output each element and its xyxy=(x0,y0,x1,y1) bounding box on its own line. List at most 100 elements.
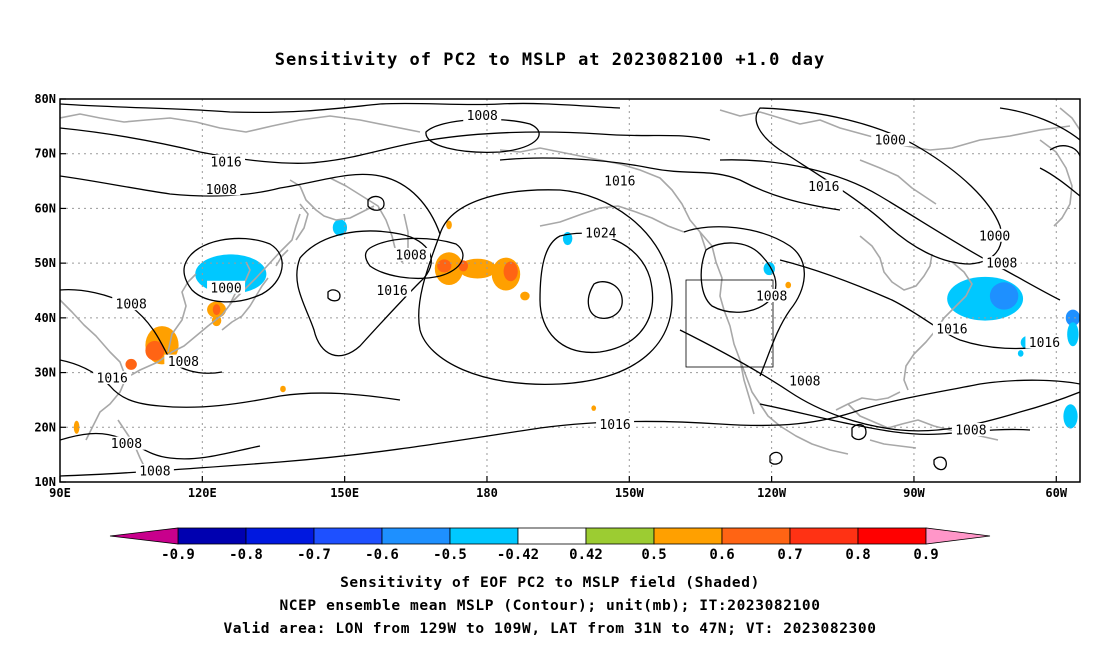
contour-label-bg xyxy=(207,154,246,168)
colorbar-box-6 xyxy=(585,527,655,545)
colorbar-low-arrow xyxy=(109,527,179,545)
lon-tick-label: 90W xyxy=(903,486,925,500)
caption-contour: NCEP ensemble mean MSLP (Contour); unit(… xyxy=(279,598,821,614)
contour-label: 1008 xyxy=(111,437,142,452)
sensitivity-blob-15 xyxy=(145,340,165,361)
contour-1000-greenland xyxy=(999,107,1080,197)
sensitivity-blob-26 xyxy=(520,291,530,301)
sensitivity-shading xyxy=(73,219,1080,434)
contour-label: 1000 xyxy=(210,281,241,296)
colorbar-box-8 xyxy=(721,527,791,545)
colorbar-box-5 xyxy=(517,527,587,545)
lat-tick-label: 20N xyxy=(34,420,56,434)
contour-label-bg xyxy=(804,179,843,193)
sensitivity-blob-13 xyxy=(1017,350,1024,357)
contour-label: 1008 xyxy=(116,298,147,313)
contour-label: 1008 xyxy=(139,465,170,480)
contour-label: 1008 xyxy=(467,109,498,124)
contour-label: 1016 xyxy=(210,155,241,170)
contour-label-bg xyxy=(975,228,1014,242)
sensitivity-blob-3 xyxy=(332,219,348,236)
contour-label-bg xyxy=(135,464,174,478)
sensitivity-blob-12 xyxy=(1063,404,1078,429)
contour-1008-west-box xyxy=(60,173,441,235)
lon-tick-label: 120E xyxy=(188,486,217,500)
lon-tick-label: 150E xyxy=(330,486,359,500)
contour-label: 1008 xyxy=(395,248,426,263)
coastline-kamchatka xyxy=(329,177,409,263)
contour-1016-pacnw xyxy=(683,226,805,377)
contour-1008-canada xyxy=(719,159,1061,301)
contour-label-bg xyxy=(752,288,791,302)
sensitivity-blob-30 xyxy=(785,281,792,289)
contour-1024-high-center xyxy=(539,232,654,354)
colorbar-box-9 xyxy=(789,527,859,545)
contour-label: 1008 xyxy=(206,183,237,198)
contour-1016-aleutian-north xyxy=(499,157,841,211)
colorbar-boxes xyxy=(109,527,991,545)
contour-1000-manchuria-low xyxy=(183,237,283,303)
contour-label-bg xyxy=(164,354,203,368)
colorbar-label: -0.42 xyxy=(497,547,539,563)
coastline-alaska xyxy=(499,147,707,251)
colorbar-label: 0.42 xyxy=(569,547,603,563)
caption-valid-area: Valid area: LON from 129W to 109W, LAT f… xyxy=(223,621,877,637)
figure-title: Sensitivity of PC2 to MSLP at 2023082100… xyxy=(274,50,826,70)
colorbar-label: 0.9 xyxy=(913,547,938,563)
sensitivity-map: 1008 1000 1016 1008 1016 1016 1024 1008 1000 1008… xyxy=(34,92,1081,500)
contour-label: 1016 xyxy=(936,322,967,337)
lat-tick-label: 40N xyxy=(34,311,56,325)
colorbar: -0.9 -0.8 -0.7 -0.6 -0.5 -0.42 0.42 0.5 0.6 0.7 0.… xyxy=(109,527,991,563)
contour-label-bg xyxy=(596,417,635,431)
contour-label: 1016 xyxy=(97,372,128,387)
contour-label-bg xyxy=(951,423,990,437)
contour-label-bg xyxy=(392,247,431,261)
contour-1008-asia-west xyxy=(60,288,223,374)
contour-label: 1000 xyxy=(875,134,906,149)
sensitivity-blob-28 xyxy=(73,420,80,434)
contour-1016-east-pacific xyxy=(679,329,1080,432)
coastline-hudson-bay xyxy=(859,235,933,291)
contour-1016-northpac-ridge xyxy=(296,230,432,357)
colorbar-label: -0.7 xyxy=(297,547,331,563)
sensitivity-blob-9 xyxy=(1065,309,1080,327)
colorbar-label: 0.5 xyxy=(641,547,666,563)
colorbar-label: 0.7 xyxy=(777,547,802,563)
contour-label-bg xyxy=(871,133,910,147)
coastline-greenland xyxy=(1039,107,1080,227)
contour-label: 1008 xyxy=(168,355,199,370)
sensitivity-blob-24 xyxy=(503,261,518,282)
sensitivity-blob-17 xyxy=(212,304,221,316)
colorbar-box-10 xyxy=(857,527,927,545)
contour-label-bg xyxy=(112,297,151,311)
contour-labels: 1008 1000 1016 1008 1016 1016 1024 1008 1000 1008… xyxy=(93,108,1064,480)
lon-tick-label: 90E xyxy=(49,486,71,500)
contour-label: 1016 xyxy=(376,284,407,299)
contour-label-bg xyxy=(107,436,146,450)
colorbar-high-arrow xyxy=(925,527,991,545)
contour-label-bg xyxy=(463,108,502,122)
contour-label: 1016 xyxy=(808,180,839,195)
colorbar-box-7 xyxy=(653,527,723,545)
colorbar-box-3 xyxy=(381,527,451,545)
contour-label-bg xyxy=(600,174,639,188)
map-gridlines xyxy=(60,99,1080,482)
contour-label: 1008 xyxy=(789,374,820,389)
colorbar-box-4 xyxy=(449,527,519,545)
contour-1016-subtropics xyxy=(60,379,1080,477)
lat-tick-label: 70N xyxy=(34,147,56,161)
contour-1008-small-cells xyxy=(327,195,947,471)
contour-label: 1008 xyxy=(955,424,986,439)
contour-label: 1008 xyxy=(986,257,1017,272)
mslp-contours xyxy=(60,102,1080,477)
sensitivity-blob-21 xyxy=(437,259,452,273)
sensitivity-blob-7 xyxy=(989,282,1019,310)
colorbar-labels: -0.9 -0.8 -0.7 -0.6 -0.5 -0.42 0.42 0.5 0.6 0.7 0.… xyxy=(161,547,939,563)
valid-area-box xyxy=(685,279,774,368)
lat-tick-label: 30N xyxy=(34,366,56,380)
contour-label: 1016 xyxy=(1029,336,1060,351)
sensitivity-blob-31 xyxy=(591,405,597,411)
caption-shading: Sensitivity of EOF PC2 to MSLP field (Sh… xyxy=(340,575,760,591)
contour-1008-tropics-west xyxy=(60,432,261,460)
lon-tick-label: 120W xyxy=(757,486,787,500)
